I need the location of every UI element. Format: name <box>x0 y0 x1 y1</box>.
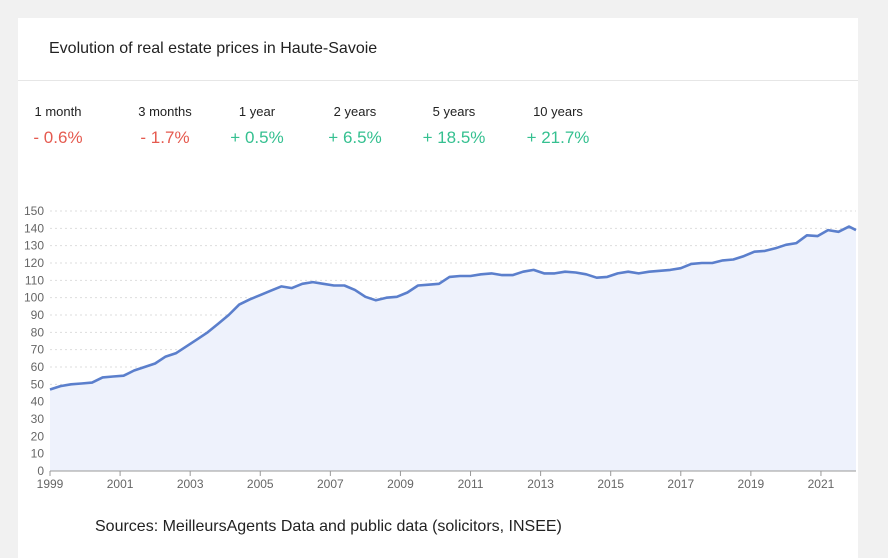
y-tick-label: 30 <box>31 412 45 426</box>
period-label: 2 years <box>333 104 377 119</box>
period-3-months: 3 months - 1.7% <box>130 104 200 148</box>
y-tick-label: 120 <box>24 256 44 270</box>
period-change: + 6.5% <box>328 128 382 147</box>
y-tick-label: 60 <box>31 360 45 374</box>
y-tick-label: 50 <box>31 377 45 391</box>
period-change: + 18.5% <box>422 128 486 147</box>
period-change: - 0.6% <box>33 128 83 147</box>
x-tick-label: 2003 <box>177 477 204 491</box>
divider <box>18 80 858 81</box>
y-tick-label: 40 <box>31 395 45 409</box>
y-tick-label: 0 <box>37 464 44 478</box>
y-tick-label: 100 <box>24 291 44 305</box>
source-note: Sources: MeilleursAgents Data and public… <box>95 518 562 535</box>
y-tick-label: 130 <box>24 239 44 253</box>
x-tick-label: 2021 <box>808 477 835 491</box>
y-tick-label: 80 <box>31 325 45 339</box>
period-change: - 1.7% <box>140 128 190 147</box>
period-1-month: 1 month - 0.6% <box>28 104 88 148</box>
y-tick-label: 70 <box>31 343 45 357</box>
chart-area-fill <box>50 226 856 471</box>
period-label: 1 month <box>34 104 82 119</box>
x-tick-label: 2013 <box>527 477 554 491</box>
period-2-years: 2 years + 6.5% <box>320 104 390 148</box>
period-label: 1 year <box>238 104 276 119</box>
x-tick-label: 2019 <box>738 477 765 491</box>
period-1-year: 1 year + 0.5% <box>224 104 290 148</box>
x-tick-label: 2011 <box>458 477 484 491</box>
y-tick-label: 20 <box>31 429 45 443</box>
x-tick-label: 2015 <box>597 477 624 491</box>
period-label: 10 years <box>533 104 583 119</box>
y-tick-label: 140 <box>24 221 44 235</box>
x-tick-label: 1999 <box>37 477 64 491</box>
chart-series-line <box>49 225 857 391</box>
page-title: Evolution of real estate prices in Haute… <box>49 40 378 57</box>
x-tick-label: 2009 <box>387 477 414 491</box>
x-tick-label: 2007 <box>317 477 344 491</box>
x-tick-label: 2005 <box>247 477 274 491</box>
x-tick-label: 2017 <box>667 477 694 491</box>
period-5-years: 5 years + 18.5% <box>414 104 494 148</box>
y-tick-label: 150 <box>24 204 44 218</box>
x-axis-ticks: 1999 2001 2003 2005 2007 2009 2011 2013 2015 2017… <box>37 471 835 491</box>
x-tick-label: 2001 <box>107 477 134 491</box>
period-label: 5 years <box>432 104 476 119</box>
y-tick-label: 10 <box>31 447 45 461</box>
period-10-years: 10 years + 21.7% <box>516 104 600 148</box>
y-axis-ticks: 0 10 20 30 40 50 60 70 80 90 100 110 120 130 140 150 <box>24 204 44 478</box>
period-change: + 0.5% <box>230 128 284 147</box>
y-tick-label: 90 <box>31 308 45 322</box>
y-tick-label: 110 <box>25 273 44 287</box>
period-label: 3 months <box>138 104 192 119</box>
period-change: + 21.7% <box>526 128 590 147</box>
